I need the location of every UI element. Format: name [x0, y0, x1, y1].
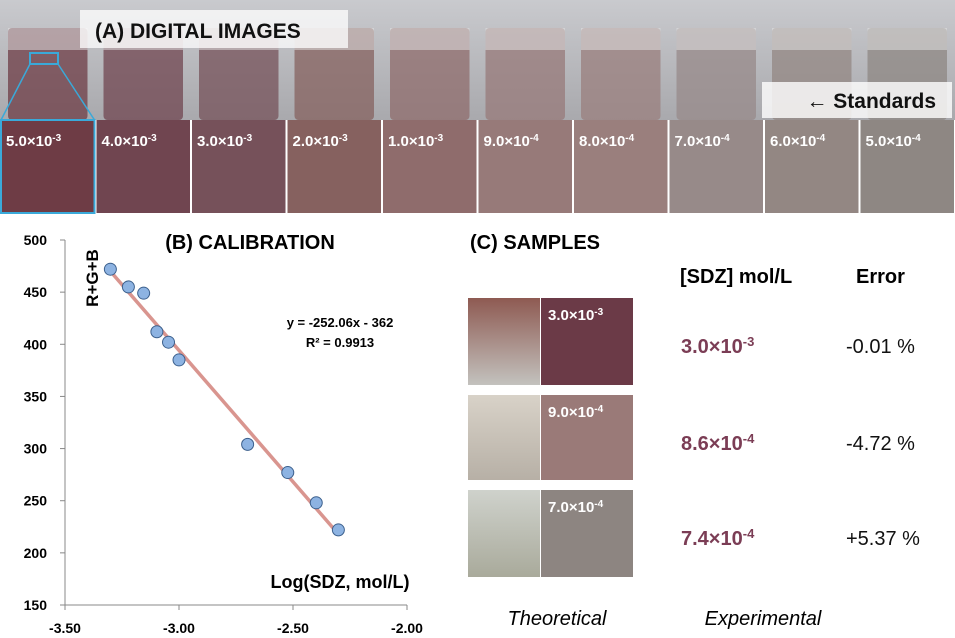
x-tick-label: -3.50 — [49, 620, 81, 636]
mantissa: 7.4×10 — [681, 528, 743, 550]
y-tick-label: 300 — [24, 441, 48, 457]
y-tick-label: 450 — [24, 284, 48, 300]
mantissa: 9.0×10 — [548, 404, 594, 421]
data-point — [163, 336, 175, 348]
y-tick-label: 500 — [24, 232, 48, 248]
x-axis-label: Log(SDZ, mol/L) — [271, 572, 410, 592]
error-value: -4.72 % — [846, 433, 915, 455]
footer-label: Theoretical — [508, 608, 607, 630]
annotation: R² = 0.9913 — [306, 335, 374, 350]
data-point — [310, 497, 322, 509]
error-value: +5.37 % — [846, 528, 920, 550]
mantissa: 3.0×10 — [197, 133, 243, 150]
vial-highlight — [868, 28, 948, 50]
experimental-value: 3.0×10-3 — [681, 334, 754, 359]
standards-label: ← Standards — [806, 90, 936, 113]
vial-highlight — [486, 28, 566, 50]
y-tick-label: 350 — [24, 388, 48, 404]
exponent: -3 — [243, 133, 252, 144]
figure: 5.0×10-34.0×10-33.0×10-32.0×10-31.0×10-3… — [0, 0, 955, 638]
exponent: -4 — [594, 404, 603, 415]
chart-title: (B) CALIBRATION — [165, 232, 335, 254]
mantissa: 7.0×10 — [548, 499, 594, 516]
panel-title: (A) DIGITAL IMAGES — [95, 20, 301, 43]
data-point — [151, 326, 163, 338]
exponent: -4 — [912, 133, 921, 144]
exponent: -3 — [52, 133, 61, 144]
data-point — [242, 438, 254, 450]
y-tick-label: 150 — [24, 597, 48, 613]
vial-highlight — [390, 28, 470, 50]
annotation: y = -252.06x - 362 — [287, 315, 394, 330]
experimental-value: 8.6×10-4 — [681, 431, 755, 456]
trendline — [110, 271, 338, 534]
panel-title: (C) SAMPLES — [470, 232, 600, 254]
exponent: -3 — [339, 133, 348, 144]
vial-highlight — [581, 28, 661, 50]
exponent: -4 — [530, 133, 539, 144]
mantissa: 9.0×10 — [484, 133, 530, 150]
mantissa: 3.0×10 — [681, 336, 743, 358]
mantissa: 5.0×10 — [866, 133, 912, 150]
mantissa: 2.0×10 — [293, 133, 339, 150]
exponent: -4 — [721, 133, 730, 144]
x-tick-label: -2.00 — [391, 620, 423, 636]
mantissa: 8.6×10 — [681, 433, 743, 455]
panel-b: 150 200 250 300 350 400 450 500 -3.50 -3.00 -2.50 -… — [24, 232, 424, 636]
data-point — [138, 287, 150, 299]
vial-highlight — [677, 28, 757, 50]
y-axis-label: R+G+B — [83, 249, 102, 307]
mantissa: 1.0×10 — [388, 133, 434, 150]
y-tick-label: 200 — [24, 545, 48, 561]
exponent: -3 — [743, 334, 755, 349]
mantissa: 3.0×10 — [548, 307, 594, 324]
mantissa: 4.0×10 — [102, 133, 148, 150]
exponent: -4 — [743, 431, 755, 446]
sample-photo — [468, 395, 540, 480]
sample-photo — [468, 298, 540, 385]
exponent: -4 — [625, 133, 634, 144]
exponent: -3 — [434, 133, 443, 144]
data-point — [173, 354, 185, 366]
y-tick-label: 250 — [24, 493, 48, 509]
error-value: -0.01 % — [846, 336, 915, 358]
exponent: -3 — [148, 133, 157, 144]
y-tick-label: 400 — [24, 336, 48, 352]
exponent: -3 — [594, 307, 603, 318]
data-point — [332, 524, 344, 536]
vial-highlight — [8, 28, 88, 50]
mantissa: 8.0×10 — [579, 133, 625, 150]
mantissa: 5.0×10 — [6, 133, 52, 150]
x-tick-label: -2.50 — [277, 620, 309, 636]
experimental-value: 7.4×10-4 — [681, 526, 755, 551]
mantissa: 7.0×10 — [675, 133, 721, 150]
exponent: -4 — [743, 526, 755, 541]
panel-a: 5.0×10-34.0×10-33.0×10-32.0×10-31.0×10-3… — [0, 0, 955, 213]
exponent: -4 — [594, 499, 603, 510]
column-header: Error — [856, 266, 905, 288]
x-tick-label: -3.00 — [163, 620, 195, 636]
data-point — [282, 467, 294, 479]
data-point — [104, 263, 116, 275]
footer-label: Experimental — [705, 608, 822, 630]
column-header: [SDZ] mol/L — [680, 266, 792, 288]
vial-highlight — [772, 28, 852, 50]
mantissa: 6.0×10 — [770, 133, 816, 150]
sample-photo — [468, 490, 540, 577]
exponent: -4 — [816, 133, 825, 144]
data-point — [122, 281, 134, 293]
